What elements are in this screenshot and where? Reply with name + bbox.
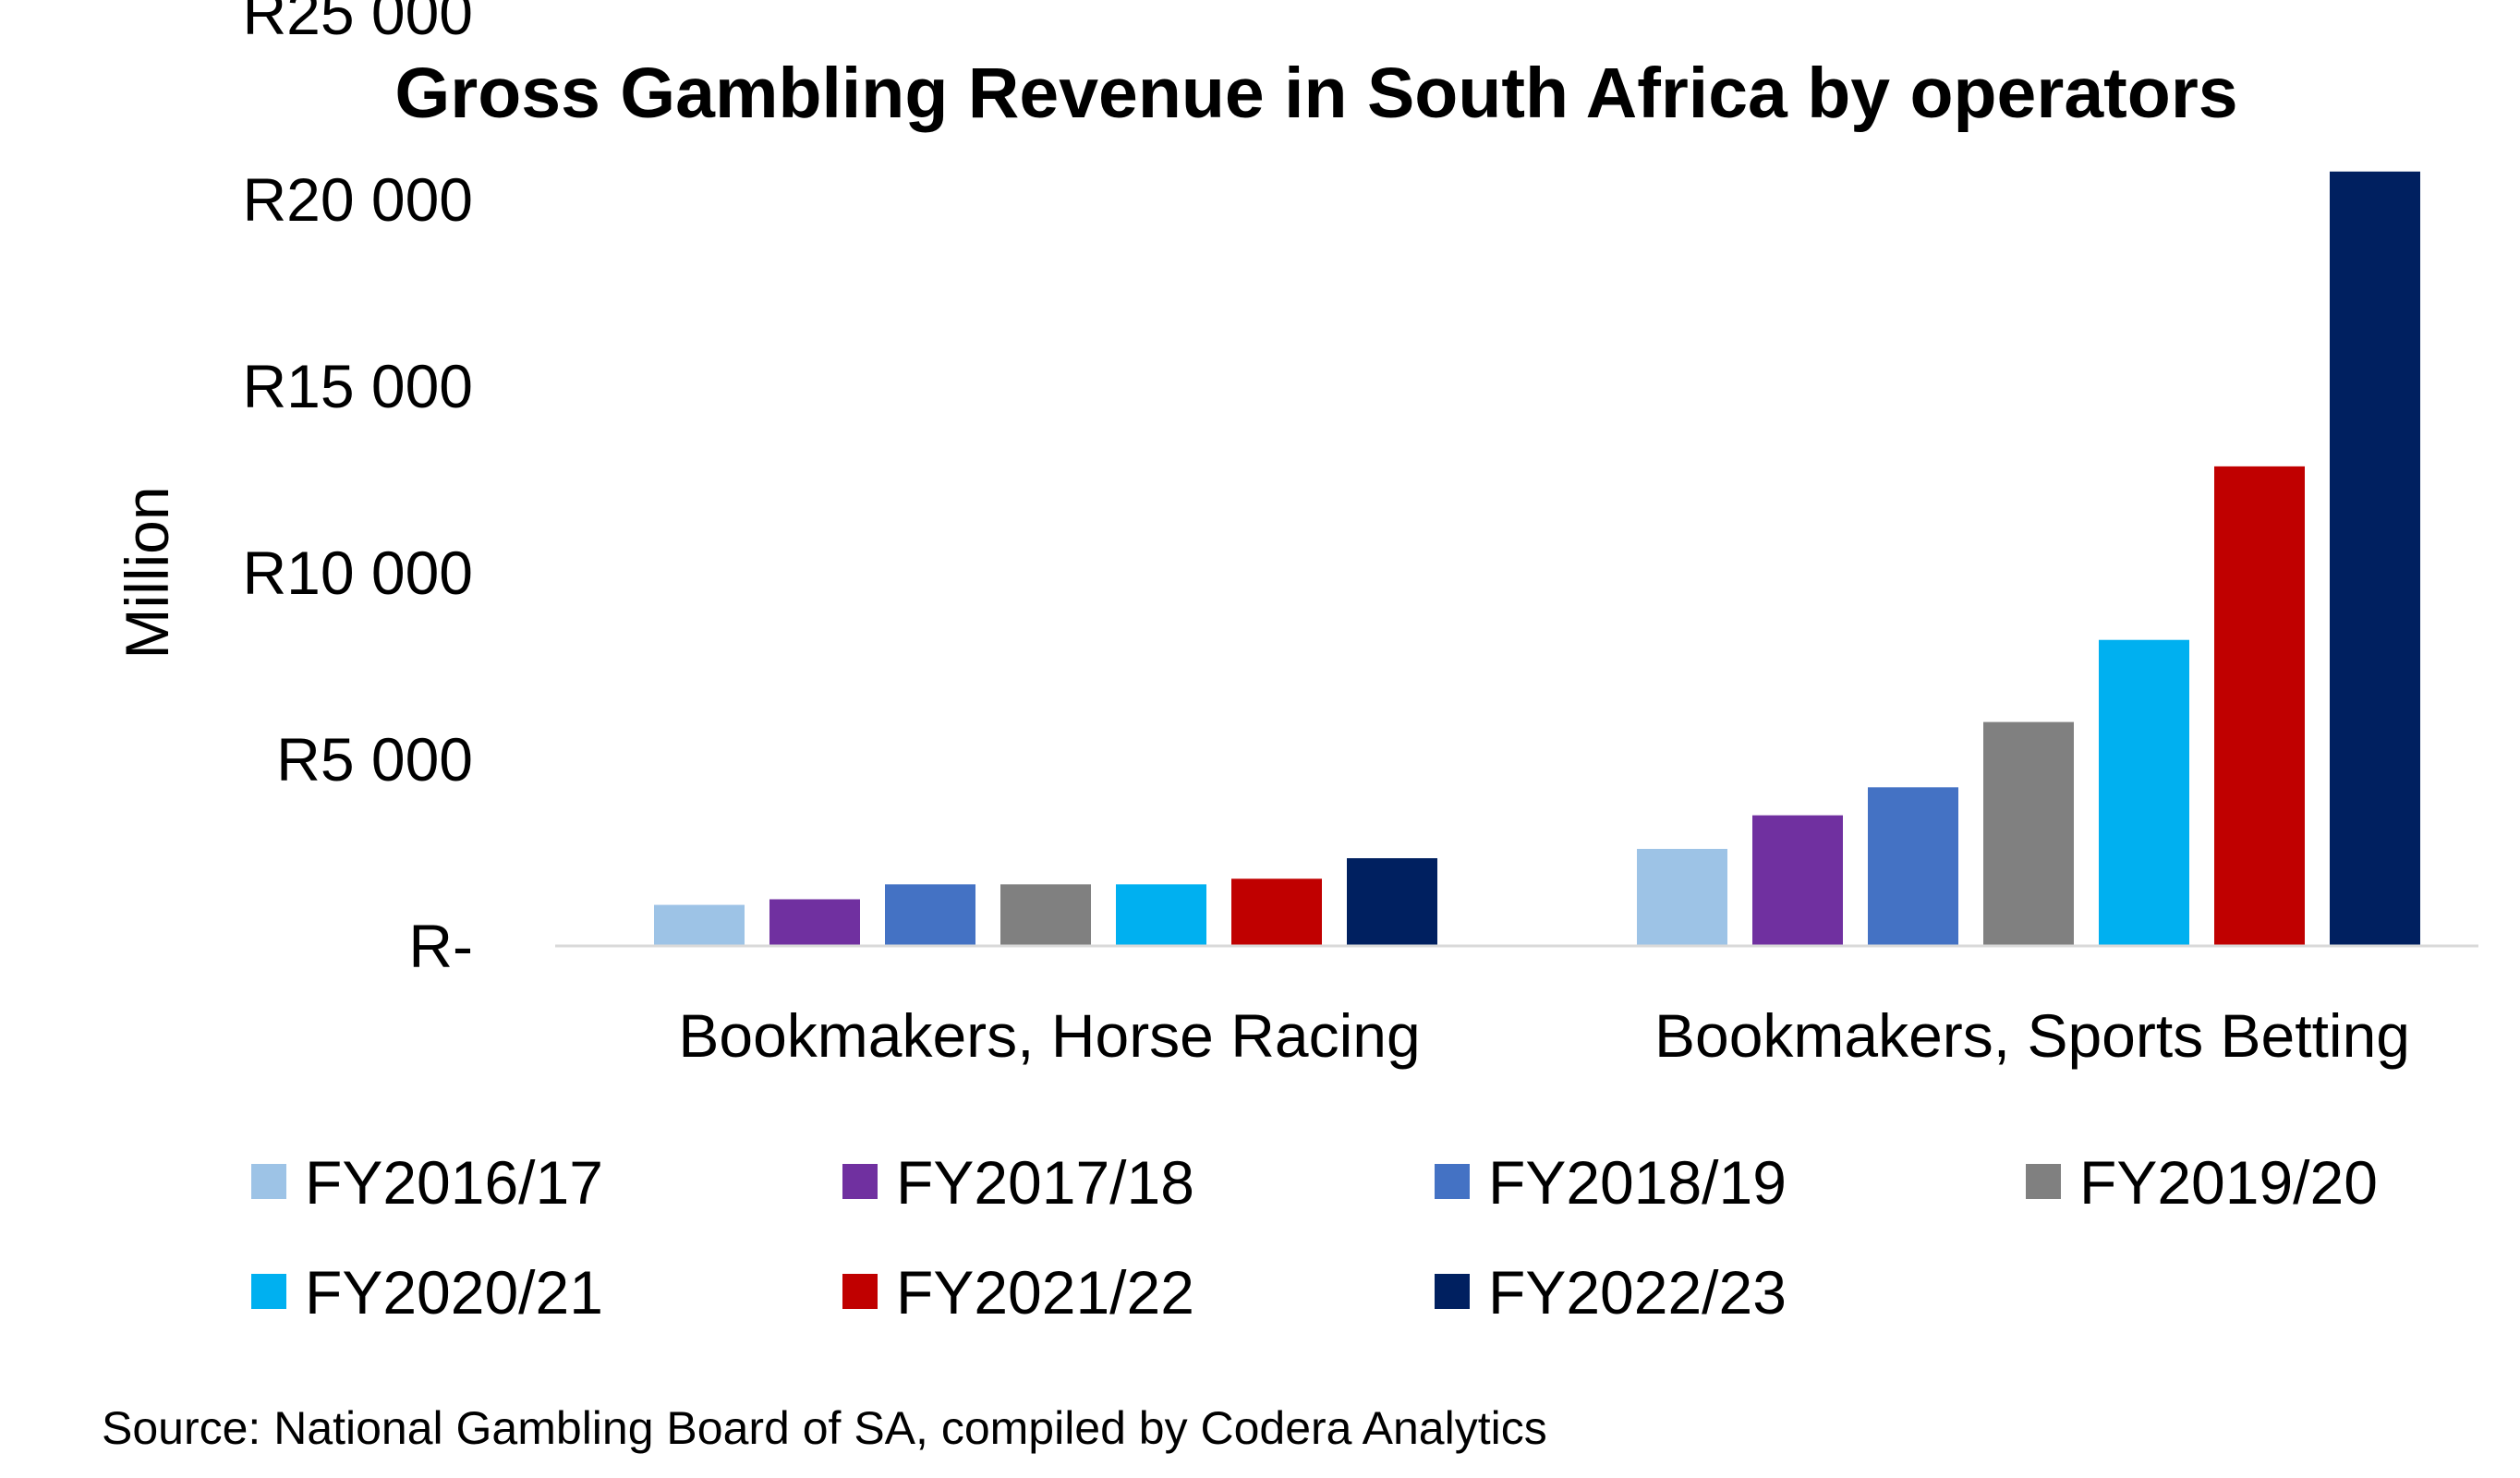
legend-label: FY2018/19: [1488, 1148, 1787, 1217]
legend-swatch: [1435, 1164, 1470, 1199]
bar: [1752, 815, 1843, 946]
bars-group: [654, 171, 2420, 946]
legend-swatch: [251, 1164, 286, 1199]
legend-label: FY2022/23: [1488, 1258, 1787, 1327]
y-tick-label: R10 000: [242, 539, 473, 607]
legend-label: FY2020/21: [305, 1258, 603, 1327]
legend: FY2016/17 FY2017/18 FY2018/19 FY2019/20 FY20…: [251, 1148, 2378, 1327]
source-note: Source: National Gambling Board of SA, c…: [102, 1402, 1547, 1454]
legend-swatch: [2026, 1164, 2061, 1199]
bar: [654, 904, 745, 946]
legend-label: FY2016/17: [305, 1148, 603, 1217]
legend-label: FY2017/18: [896, 1148, 1194, 1217]
bar: [2330, 171, 2420, 946]
bar: [1231, 878, 1322, 946]
bar: [1347, 858, 1437, 946]
legend-swatch: [1435, 1274, 1470, 1309]
bar: [769, 899, 860, 946]
chart-title: Gross Gambling Revenue in South Africa b…: [394, 54, 2237, 133]
bar: [2099, 639, 2189, 946]
x-category-label: Bookmakers, Horse Racing: [678, 1001, 1420, 1070]
y-tick-label: R15 000: [242, 352, 473, 420]
bar: [1868, 787, 1958, 946]
legend-label: FY2021/22: [896, 1258, 1194, 1327]
y-tick-label: R25 000: [242, 0, 473, 47]
y-tick-label: R5 000: [276, 725, 473, 794]
bar: [1116, 884, 1206, 946]
legend-swatch: [251, 1274, 286, 1309]
bar: [1637, 848, 1727, 946]
x-category-label: Bookmakers, Sports Betting: [1654, 1001, 2410, 1070]
legend-swatch: [842, 1274, 878, 1309]
bar: [2214, 466, 2305, 946]
bar: [1983, 721, 2074, 946]
y-axis-ticks: R- R5 000 R10 000 R15 000 R20 000 R25 000: [242, 0, 473, 980]
legend-swatch: [842, 1164, 878, 1199]
y-tick-label: R-: [408, 912, 473, 980]
y-tick-label: R20 000: [242, 165, 473, 234]
bar: [1000, 884, 1091, 946]
y-axis-label: Million: [113, 486, 181, 659]
legend-label: FY2019/20: [2079, 1148, 2378, 1217]
bar: [885, 884, 975, 946]
x-axis-categories: Bookmakers, Horse Racing Bookmakers, Spor…: [678, 1001, 2410, 1070]
